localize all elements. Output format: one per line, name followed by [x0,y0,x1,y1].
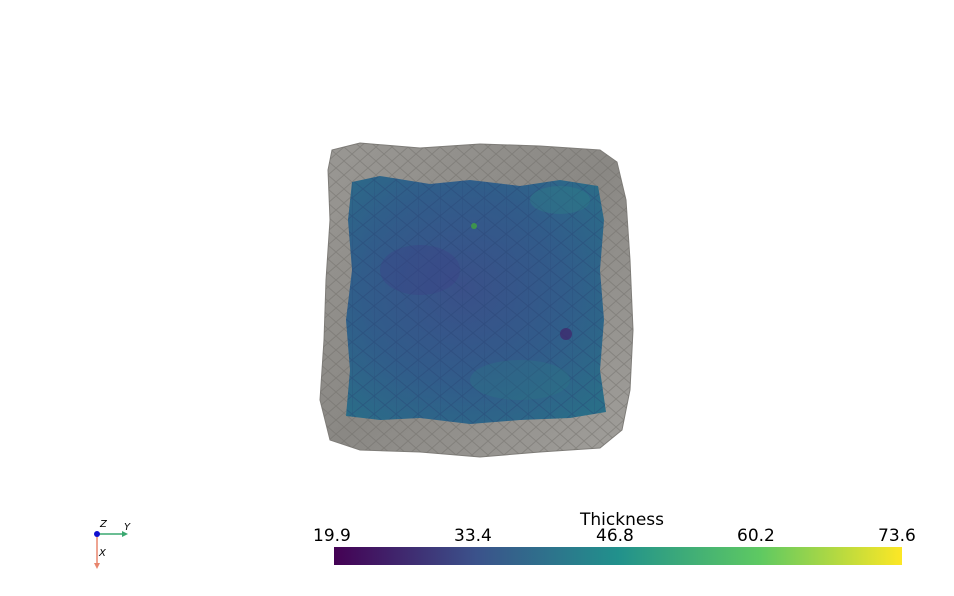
z-axis-label: Z [100,519,107,530]
scalar-bar-tick: 33.4 [454,526,492,546]
scalar-bar-tick: 73.6 [878,526,916,546]
scalar-bar-colorbar[interactable] [334,547,902,565]
scalar-bar-tick: 60.2 [737,526,775,546]
x-axis-label: X [99,548,106,559]
axes-glyph [94,531,128,569]
scalar-bar-tick: 19.9 [313,526,351,546]
orientation-axes: Z Y X [80,515,140,575]
scalar-bar-tick: 46.8 [596,526,634,546]
scalar-bar-title: Thickness [580,510,665,530]
y-axis-label: Y [124,522,131,533]
